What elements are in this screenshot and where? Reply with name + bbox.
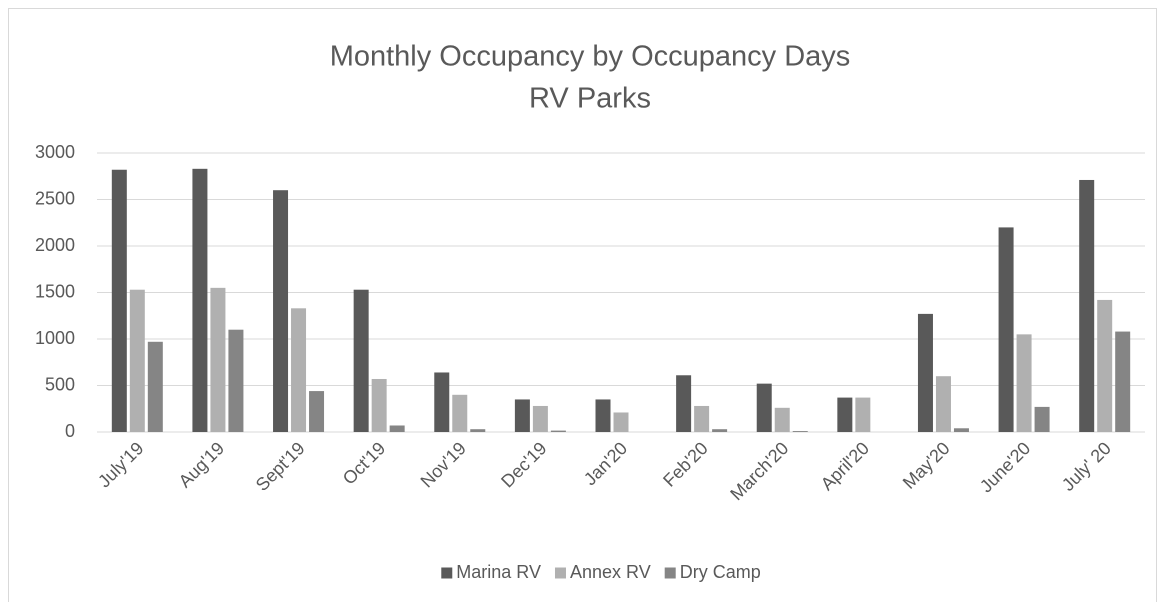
bar (712, 429, 728, 432)
bar (550, 430, 566, 432)
bar (1115, 331, 1131, 432)
y-tick-label: 1500 (35, 281, 75, 301)
legend-label: Dry Camp (680, 562, 761, 582)
bar (917, 313, 933, 432)
bar (353, 289, 369, 432)
bar (210, 287, 226, 432)
bar (855, 397, 871, 432)
bar (371, 378, 387, 432)
bar (514, 399, 530, 432)
bar (1097, 299, 1113, 432)
bar (291, 308, 307, 432)
bar (756, 383, 772, 432)
legend-label: Marina RV (456, 562, 541, 582)
bar (389, 425, 405, 432)
legend-label: Annex RV (570, 562, 651, 582)
bar (532, 405, 548, 432)
y-tick-label: 0 (65, 421, 75, 441)
bar (694, 405, 710, 432)
bar (837, 397, 853, 432)
bar (1034, 406, 1050, 432)
bar (1079, 179, 1095, 432)
y-tick-label: 500 (45, 374, 75, 394)
bar (434, 372, 450, 432)
legend-swatch (664, 567, 676, 579)
bar (595, 399, 611, 432)
bar (147, 341, 163, 432)
legend-swatch (441, 567, 453, 579)
bar (273, 190, 289, 432)
bar (1016, 334, 1032, 432)
bar (309, 391, 325, 432)
bar (792, 431, 808, 432)
bar (676, 375, 692, 432)
bar (192, 168, 208, 432)
y-tick-label: 2000 (35, 235, 75, 255)
y-tick-label: 2500 (35, 188, 75, 208)
bar (774, 407, 790, 432)
bar (111, 169, 127, 433)
bar (998, 227, 1014, 432)
bar (452, 394, 468, 432)
y-tick-label: 1000 (35, 328, 75, 348)
y-tick-label: 3000 (35, 142, 75, 162)
bar (953, 428, 969, 432)
legend-swatch (554, 567, 566, 579)
bar (613, 412, 629, 432)
bar (228, 329, 244, 432)
bar (935, 376, 951, 432)
bar (470, 429, 486, 432)
bar (129, 289, 145, 432)
chart-title: Monthly Occupancy by Occupancy Days (330, 41, 851, 73)
chart-subtitle: RV Parks (529, 83, 651, 115)
